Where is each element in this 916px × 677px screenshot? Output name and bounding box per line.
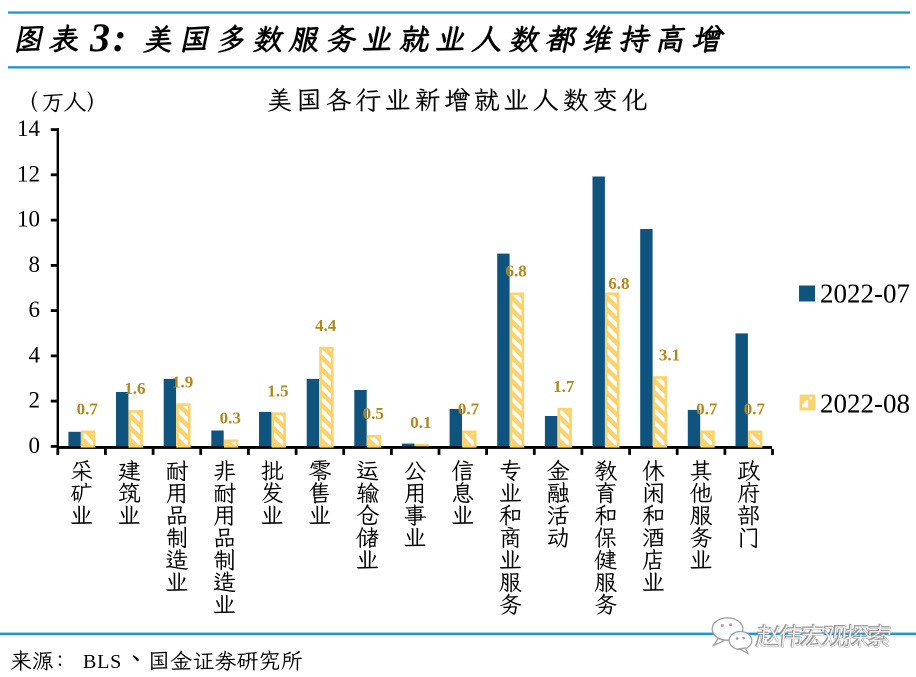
svg-text:6: 6 bbox=[29, 297, 41, 322]
svg-text:10: 10 bbox=[17, 207, 40, 232]
svg-text:0.7: 0.7 bbox=[458, 400, 480, 419]
svg-text:2022-08: 2022-08 bbox=[820, 389, 910, 419]
svg-text:4: 4 bbox=[29, 343, 41, 368]
svg-text:0.7: 0.7 bbox=[744, 400, 766, 419]
svg-text:6.8: 6.8 bbox=[505, 262, 526, 281]
svg-text:2022-07: 2022-07 bbox=[820, 279, 910, 309]
svg-text:8: 8 bbox=[29, 252, 41, 277]
svg-text:1.7: 1.7 bbox=[553, 377, 575, 396]
svg-text:6.8: 6.8 bbox=[608, 274, 629, 293]
svg-text:0.3: 0.3 bbox=[220, 409, 241, 428]
svg-text:1.5: 1.5 bbox=[267, 381, 288, 400]
svg-text:14: 14 bbox=[17, 116, 41, 141]
svg-text:4.4: 4.4 bbox=[315, 316, 337, 335]
svg-text:0.1: 0.1 bbox=[410, 413, 431, 432]
svg-text:3: 3 bbox=[89, 15, 110, 60]
svg-text:0.5: 0.5 bbox=[363, 404, 384, 423]
svg-text::: : bbox=[113, 15, 126, 60]
svg-text:2: 2 bbox=[29, 388, 41, 413]
svg-text:0.7: 0.7 bbox=[696, 400, 718, 419]
svg-text:1.6: 1.6 bbox=[124, 379, 145, 398]
svg-text:0: 0 bbox=[29, 433, 41, 458]
svg-text:BLS: BLS bbox=[83, 651, 122, 673]
svg-text:1.9: 1.9 bbox=[172, 372, 193, 391]
svg-text:3.1: 3.1 bbox=[659, 346, 680, 365]
svg-text:12: 12 bbox=[17, 161, 40, 186]
svg-text:0.7: 0.7 bbox=[77, 400, 99, 419]
